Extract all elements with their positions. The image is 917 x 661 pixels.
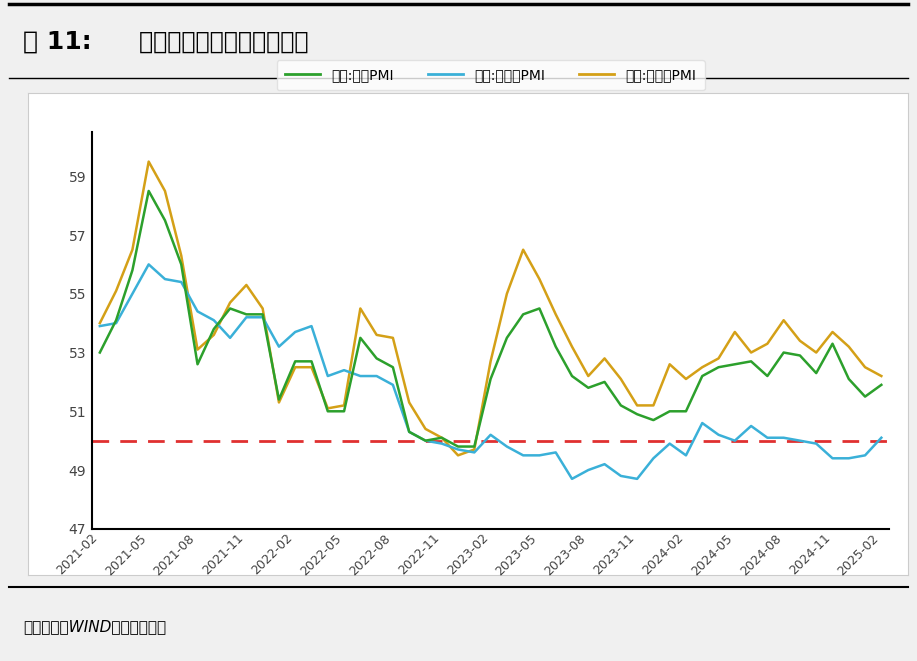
Text: 资料来源：WIND，财信研究院: 资料来源：WIND，财信研究院 (23, 619, 166, 634)
Text: 图 11:: 图 11: (23, 29, 92, 54)
Legend: 全球:综合PMI, 全球:制造业PMI, 全球:服务业PMI: 全球:综合PMI, 全球:制造业PMI, 全球:服务业PMI (277, 60, 704, 91)
Text: 摩根大通全球经济景气指数: 摩根大通全球经济景气指数 (124, 29, 308, 54)
